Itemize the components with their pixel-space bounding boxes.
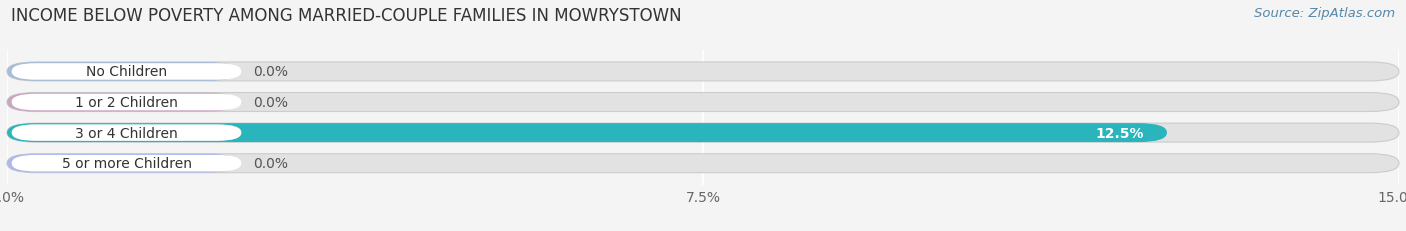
FancyBboxPatch shape [11,125,242,141]
FancyBboxPatch shape [7,63,1399,82]
FancyBboxPatch shape [11,94,242,111]
FancyBboxPatch shape [7,93,1399,112]
Text: 5 or more Children: 5 or more Children [62,157,191,170]
FancyBboxPatch shape [7,124,1399,143]
FancyBboxPatch shape [7,63,236,82]
FancyBboxPatch shape [7,124,1167,143]
Text: INCOME BELOW POVERTY AMONG MARRIED-COUPLE FAMILIES IN MOWRYSTOWN: INCOME BELOW POVERTY AMONG MARRIED-COUPL… [11,7,682,25]
Text: 12.5%: 12.5% [1095,126,1144,140]
Text: 0.0%: 0.0% [253,65,288,79]
Text: 1 or 2 Children: 1 or 2 Children [75,96,179,109]
Text: 0.0%: 0.0% [253,157,288,170]
Text: No Children: No Children [86,65,167,79]
FancyBboxPatch shape [11,155,242,172]
FancyBboxPatch shape [7,154,1399,173]
Text: 3 or 4 Children: 3 or 4 Children [75,126,179,140]
FancyBboxPatch shape [7,93,236,112]
FancyBboxPatch shape [7,154,236,173]
Text: 0.0%: 0.0% [253,96,288,109]
Text: Source: ZipAtlas.com: Source: ZipAtlas.com [1254,7,1395,20]
FancyBboxPatch shape [11,64,242,80]
